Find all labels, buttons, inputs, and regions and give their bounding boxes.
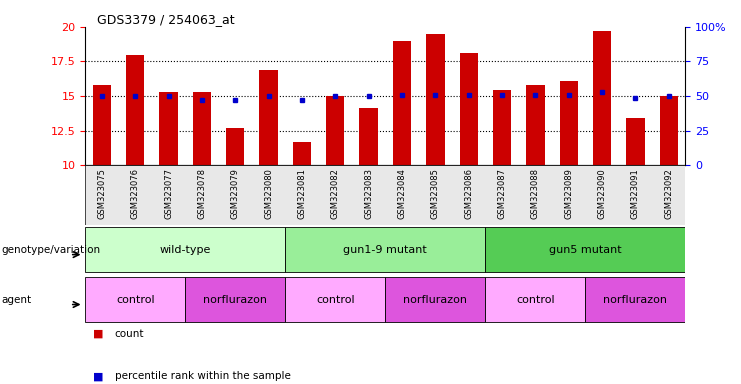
Bar	[459, 53, 478, 165]
Bar	[259, 70, 278, 165]
Bar	[526, 85, 545, 165]
Text: GSM323089: GSM323089	[564, 168, 574, 219]
Bar	[493, 91, 511, 165]
Text: GSM323079: GSM323079	[230, 168, 240, 219]
Text: GSM323082: GSM323082	[330, 168, 340, 219]
Text: percentile rank within the sample: percentile rank within the sample	[115, 371, 290, 381]
Text: GSM323087: GSM323087	[497, 168, 507, 219]
Bar	[126, 55, 144, 165]
Text: GSM323076: GSM323076	[130, 168, 140, 219]
Text: GSM323083: GSM323083	[364, 168, 373, 219]
FancyBboxPatch shape	[85, 277, 185, 322]
Bar	[626, 118, 645, 165]
Text: GSM323078: GSM323078	[197, 168, 207, 219]
FancyBboxPatch shape	[485, 227, 685, 272]
Text: GSM323086: GSM323086	[464, 168, 473, 219]
Bar	[93, 85, 111, 165]
Bar	[359, 108, 378, 165]
Bar	[593, 31, 611, 165]
FancyBboxPatch shape	[285, 277, 385, 322]
Text: GSM323090: GSM323090	[597, 168, 607, 219]
Bar	[159, 92, 178, 165]
Text: GSM323075: GSM323075	[97, 168, 107, 219]
FancyBboxPatch shape	[485, 277, 585, 322]
Bar	[226, 128, 245, 165]
Text: GSM323080: GSM323080	[264, 168, 273, 219]
Text: agent: agent	[1, 295, 32, 305]
Text: GSM323085: GSM323085	[431, 168, 440, 219]
Text: GDS3379 / 254063_at: GDS3379 / 254063_at	[97, 13, 235, 26]
FancyBboxPatch shape	[85, 227, 285, 272]
Bar	[193, 92, 211, 165]
Bar	[326, 96, 345, 165]
Text: control: control	[516, 295, 555, 305]
Text: ■: ■	[93, 371, 103, 381]
Text: norflurazon: norflurazon	[603, 295, 668, 305]
Text: GSM323088: GSM323088	[531, 168, 540, 219]
FancyBboxPatch shape	[85, 165, 685, 225]
Bar	[393, 41, 411, 165]
Text: GSM323077: GSM323077	[164, 168, 173, 219]
Bar	[659, 96, 678, 165]
Text: wild-type: wild-type	[159, 245, 211, 255]
Text: count: count	[115, 329, 144, 339]
Text: gun1-9 mutant: gun1-9 mutant	[343, 245, 428, 255]
FancyBboxPatch shape	[285, 227, 485, 272]
Bar	[426, 34, 445, 165]
Text: gun5 mutant: gun5 mutant	[549, 245, 622, 255]
Text: GSM323092: GSM323092	[664, 168, 674, 219]
FancyBboxPatch shape	[385, 277, 485, 322]
Text: GSM323091: GSM323091	[631, 168, 640, 219]
Text: norflurazon: norflurazon	[403, 295, 468, 305]
Bar	[559, 81, 578, 165]
Text: ■: ■	[93, 329, 103, 339]
FancyBboxPatch shape	[585, 277, 685, 322]
Text: GSM323081: GSM323081	[297, 168, 307, 219]
Text: GSM323084: GSM323084	[397, 168, 407, 219]
FancyBboxPatch shape	[185, 277, 285, 322]
Bar	[293, 142, 311, 165]
Text: control: control	[316, 295, 355, 305]
Text: control: control	[116, 295, 155, 305]
Text: norflurazon: norflurazon	[203, 295, 268, 305]
Text: genotype/variation: genotype/variation	[1, 245, 101, 255]
